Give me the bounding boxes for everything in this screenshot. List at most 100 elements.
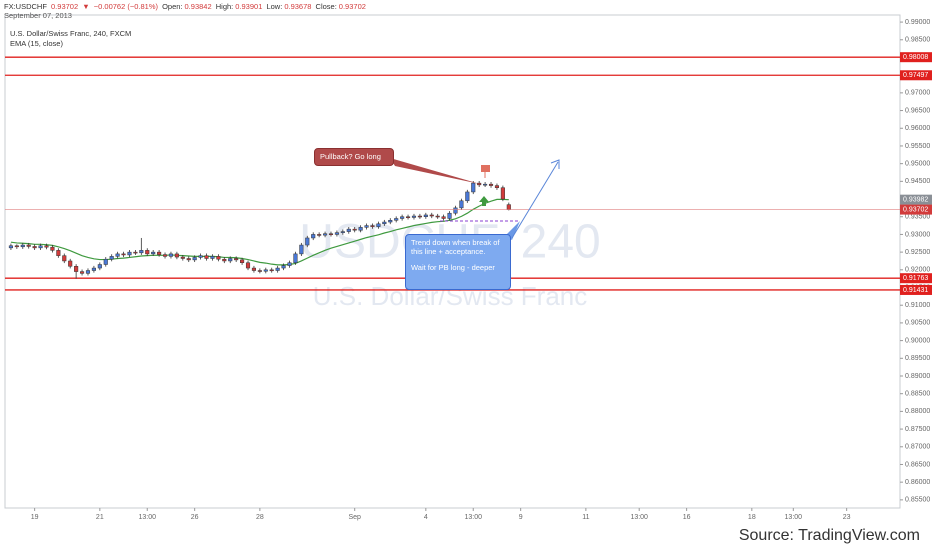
arrow	[511, 161, 559, 239]
label: High:	[215, 2, 234, 11]
date: September 07, 2013	[4, 11, 72, 20]
candle-body	[459, 200, 464, 209]
candle-body	[465, 191, 470, 202]
candle-body	[429, 214, 434, 217]
y-tick-label: 0.91000	[905, 302, 930, 309]
candle-body	[323, 233, 328, 236]
x-tick-label: 13:00	[464, 514, 482, 521]
last-price: 0.93702	[51, 2, 79, 11]
y-tick-label: 0.93000	[905, 231, 930, 238]
candle-body	[411, 215, 417, 218]
callout-text: Trend down when break of this line + acc…	[411, 238, 500, 256]
candle-body	[174, 253, 179, 258]
x-tick-label: 21	[96, 514, 104, 521]
candle-body	[127, 251, 132, 256]
candle-body	[139, 250, 144, 254]
candle-body	[245, 262, 251, 269]
candle-body	[317, 234, 322, 236]
y-tick-label: 0.95500	[905, 143, 930, 150]
candle-body	[14, 245, 19, 248]
y-tick-label: 0.98500	[905, 37, 930, 44]
candle-body	[44, 245, 49, 248]
candle-body	[103, 258, 108, 265]
candle-body	[477, 182, 482, 186]
candle-body	[441, 216, 446, 219]
x-tick-label: 16	[683, 514, 691, 521]
candle-body	[121, 253, 126, 256]
y-tick-label: 0.87000	[905, 444, 930, 451]
candle-body	[80, 271, 85, 274]
price-label-bg	[900, 70, 932, 81]
label: Open:	[162, 2, 183, 11]
x-tick-label: 28	[256, 514, 264, 521]
price-label: 0.98008	[903, 54, 928, 61]
candle-body	[192, 257, 197, 261]
candle-body	[8, 245, 13, 249]
close: 0.93702	[338, 2, 366, 11]
candle-body	[198, 255, 203, 258]
candle-body	[423, 214, 428, 217]
direction: ▼	[82, 2, 90, 11]
symbol: FX:USDCHF	[4, 2, 47, 11]
candle-body	[358, 227, 363, 231]
price-label-bg	[900, 284, 932, 295]
candle-body	[240, 259, 245, 263]
candle-body	[388, 220, 393, 223]
candle-body	[405, 216, 411, 218]
candle-body	[210, 256, 215, 259]
candle-body	[281, 265, 286, 269]
candle-body	[417, 215, 422, 218]
x-tick-label: 13:00	[138, 514, 156, 521]
arrow-head	[550, 159, 560, 169]
candle-body	[299, 244, 304, 255]
candle-body	[68, 260, 73, 267]
candle-body	[453, 207, 458, 214]
candle-body	[74, 266, 79, 272]
y-tick-label: 0.89500	[905, 355, 930, 362]
y-tick-label: 0.99000	[905, 19, 930, 26]
candle-body	[488, 183, 494, 186]
flag	[481, 165, 490, 172]
candle-body	[293, 253, 298, 263]
candle-body	[376, 223, 381, 227]
price-label: 0.97497	[903, 72, 928, 79]
y-tick-label: 0.87500	[905, 426, 930, 433]
y-tick-label: 0.94500	[905, 178, 930, 185]
buy-arrow	[479, 196, 489, 206]
x-tick-label: 13:00	[630, 514, 648, 521]
y-tick-label: 0.92500	[905, 249, 930, 256]
y-tick-label: 0.88500	[905, 391, 930, 398]
candle-body	[162, 254, 168, 257]
y-tick-label: 0.96500	[905, 107, 930, 114]
callout-text: Wait for PB long - deeper	[411, 263, 495, 272]
price-label-bg	[900, 52, 932, 63]
candle-body	[382, 221, 387, 225]
candle-body	[305, 237, 310, 246]
candle-body	[483, 183, 488, 186]
candle-body	[56, 250, 61, 256]
y-tick-label: 0.92000	[905, 267, 930, 274]
label: Low:	[266, 2, 283, 11]
legend-ema: EMA (15, close)	[10, 39, 63, 48]
candle-body	[32, 246, 37, 249]
y-tick-label: 0.90500	[905, 320, 930, 327]
x-tick-label: 26	[191, 514, 199, 521]
candle-body	[394, 218, 399, 221]
candle-body	[334, 232, 339, 235]
candle-body	[471, 182, 476, 193]
y-tick-label: 0.90000	[905, 337, 930, 344]
candle-body	[20, 244, 25, 248]
y-tick-label: 0.97000	[905, 90, 930, 97]
y-tick-label: 0.89000	[905, 373, 930, 380]
y-tick-label: 0.85500	[905, 497, 930, 504]
label: Close:	[315, 2, 337, 11]
candle-body	[263, 269, 268, 272]
candle-body	[168, 253, 174, 257]
x-tick-label: 18	[748, 514, 756, 521]
candle-body	[145, 250, 150, 255]
candle-body	[311, 234, 316, 239]
callout: Pullback? Go long	[314, 148, 394, 166]
legend-title: U.S. Dollar/Swiss Franc, 240, FXCM	[10, 29, 132, 38]
open: 0.93842	[184, 2, 212, 11]
